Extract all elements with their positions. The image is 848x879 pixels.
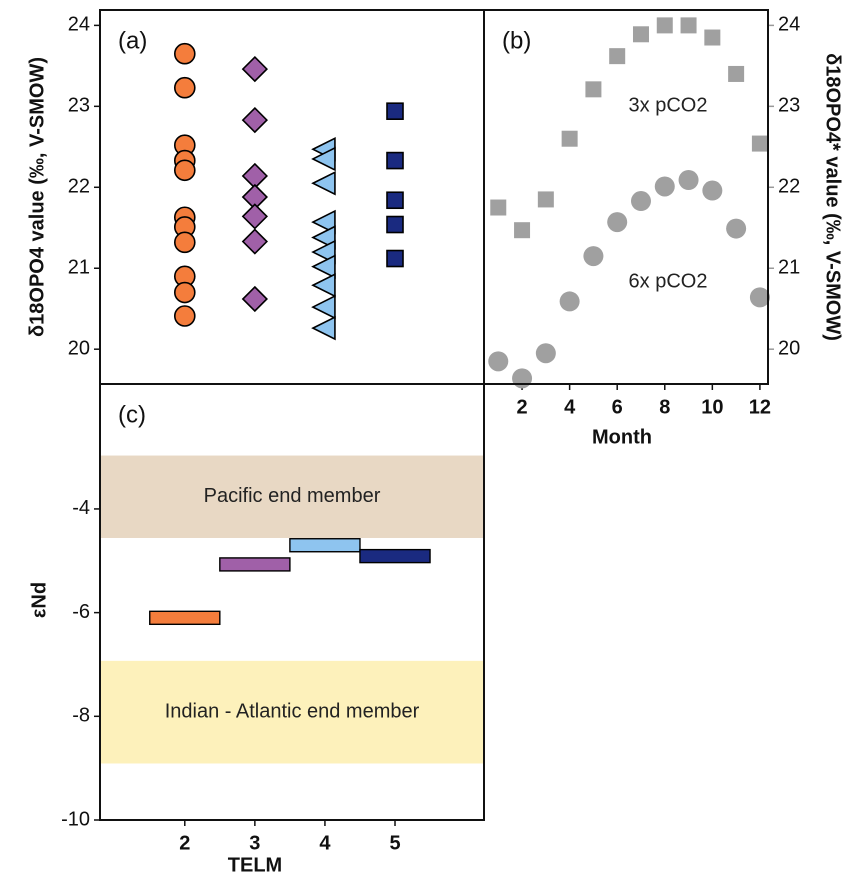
point xyxy=(241,203,268,230)
point xyxy=(656,17,673,34)
point xyxy=(609,48,626,65)
point xyxy=(311,254,336,279)
point xyxy=(654,176,675,197)
point xyxy=(173,305,196,327)
x-tick-label: 2 xyxy=(516,396,527,418)
y-tick-label: 20 xyxy=(68,337,90,359)
point xyxy=(559,291,580,312)
y-tick-label: 24 xyxy=(778,14,800,36)
x-tick-label: 3 xyxy=(249,832,260,854)
point xyxy=(311,272,336,298)
point xyxy=(173,76,196,99)
panel-label: (b) xyxy=(502,27,531,54)
point xyxy=(749,287,770,308)
point xyxy=(311,315,336,341)
band-label: Pacific end member xyxy=(204,485,381,507)
axes-frame xyxy=(99,383,485,821)
point xyxy=(535,343,556,364)
y-tick-label: 20 xyxy=(778,337,800,359)
x-tick-label: 12 xyxy=(749,396,771,418)
x-tick-label: 4 xyxy=(564,396,576,418)
point xyxy=(241,228,268,255)
point xyxy=(386,191,404,210)
y-tick-label: 21 xyxy=(68,257,90,279)
point xyxy=(173,281,196,304)
y-axis-label: εNd xyxy=(28,582,50,618)
band xyxy=(101,455,483,538)
point xyxy=(173,159,196,182)
x-tick-label: 10 xyxy=(701,396,723,418)
y-tick-label: -6 xyxy=(72,601,90,623)
y-tick-label: 21 xyxy=(778,257,800,279)
x-tick-label: 5 xyxy=(389,832,400,854)
y-tick-label: 22 xyxy=(778,176,800,198)
point xyxy=(512,368,533,389)
y-tick-label: -10 xyxy=(61,808,90,830)
panel-label: (c) xyxy=(118,401,146,428)
x-tick-label: 8 xyxy=(659,396,670,418)
point xyxy=(680,17,697,34)
x-axis-label: TELM xyxy=(228,854,282,876)
point xyxy=(386,215,404,234)
point xyxy=(490,199,507,216)
y-tick-label: 24 xyxy=(68,14,90,36)
y-tick-label: 22 xyxy=(68,176,90,198)
panel-label: (a) xyxy=(118,27,147,54)
x-axis-label: Month xyxy=(592,426,652,448)
band-label: Indian - Atlantic end member xyxy=(165,700,420,722)
point xyxy=(386,151,404,170)
point xyxy=(678,170,699,190)
y-axis-label: δ18OPO4 value (‰, V-SMOW) xyxy=(26,57,48,337)
point xyxy=(311,146,336,172)
range-bar xyxy=(219,557,291,572)
x-tick-label: 4 xyxy=(319,832,331,854)
x-tick-label: 2 xyxy=(179,832,190,854)
y-tick-label: -8 xyxy=(72,705,90,727)
range-bar xyxy=(359,548,431,564)
point xyxy=(386,102,404,120)
point xyxy=(311,170,336,196)
band xyxy=(101,660,483,764)
x-tick-label: 6 xyxy=(612,396,623,418)
point xyxy=(514,222,531,239)
point xyxy=(537,191,554,208)
annotation: 3x pCO2 xyxy=(629,94,708,116)
point xyxy=(630,191,651,212)
point xyxy=(241,55,268,83)
point xyxy=(751,135,768,152)
axes-frame xyxy=(99,9,485,385)
axes-frame xyxy=(483,9,769,385)
point xyxy=(632,26,649,43)
point xyxy=(173,42,196,65)
y-tick-label: 23 xyxy=(68,95,90,117)
range-bar xyxy=(289,538,361,553)
point xyxy=(728,65,745,82)
y-tick-label: 23 xyxy=(778,95,800,117)
range-bar xyxy=(149,610,221,626)
point xyxy=(607,212,628,233)
point xyxy=(311,294,336,320)
point xyxy=(726,218,747,239)
point xyxy=(583,246,604,267)
point xyxy=(173,231,196,254)
point xyxy=(241,106,268,134)
y-axis-label: δ18OPO4* value (‰, V-SMOW) xyxy=(822,53,844,341)
point xyxy=(702,180,723,201)
point xyxy=(704,29,721,46)
y-tick-label: -4 xyxy=(72,497,90,519)
point xyxy=(241,285,268,313)
point xyxy=(561,130,578,147)
point xyxy=(585,81,602,98)
point xyxy=(386,249,404,268)
point xyxy=(488,351,509,372)
annotation: 6x pCO2 xyxy=(629,270,708,292)
point xyxy=(311,209,336,235)
